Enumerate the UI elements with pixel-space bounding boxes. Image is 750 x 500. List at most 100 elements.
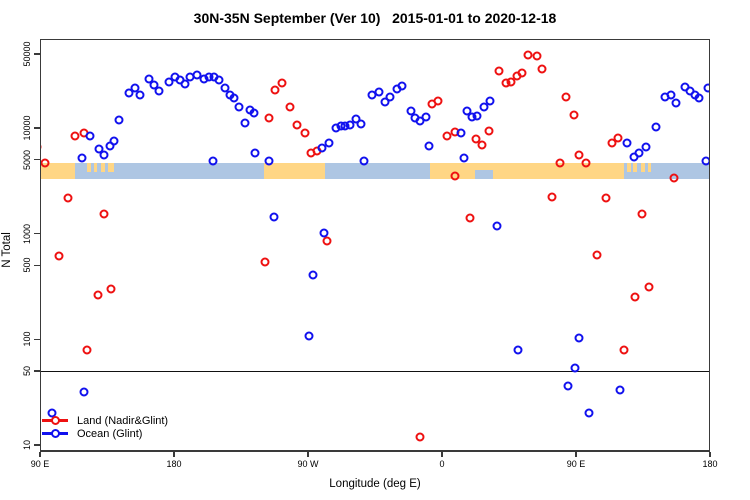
x-axis-label: Longitude (deg E) bbox=[329, 478, 421, 490]
data-point-land bbox=[494, 66, 504, 76]
island-speck bbox=[648, 162, 652, 172]
x-tick bbox=[307, 452, 309, 457]
data-point-land bbox=[322, 236, 332, 246]
data-point-land bbox=[450, 171, 460, 181]
island-speck bbox=[86, 162, 91, 172]
x-tick-label: 0 bbox=[439, 459, 445, 469]
data-point-ocean bbox=[249, 108, 259, 118]
data-point-land bbox=[40, 158, 50, 168]
data-point-land bbox=[484, 126, 494, 136]
data-point-ocean bbox=[99, 150, 109, 160]
data-point-land bbox=[40, 142, 42, 152]
data-point-land bbox=[537, 64, 547, 74]
data-point-ocean bbox=[250, 148, 260, 158]
reference-line-50 bbox=[40, 371, 710, 373]
data-point-ocean bbox=[374, 87, 384, 97]
legend-label-ocean: Ocean (Glint) bbox=[77, 427, 143, 440]
data-point-ocean bbox=[308, 270, 318, 280]
data-point-land bbox=[433, 96, 443, 106]
data-point-ocean bbox=[694, 93, 704, 103]
data-point-ocean bbox=[234, 102, 244, 112]
data-point-ocean bbox=[703, 83, 710, 93]
data-point-ocean bbox=[208, 156, 218, 166]
data-point-ocean bbox=[164, 77, 174, 87]
data-point-land bbox=[506, 77, 516, 87]
data-point-ocean bbox=[180, 79, 190, 89]
island-speck bbox=[633, 162, 638, 172]
y-tick-label: 500 bbox=[22, 257, 32, 273]
data-point-land bbox=[260, 257, 270, 267]
y-tick-label: 10000 bbox=[22, 115, 32, 141]
data-point-ocean bbox=[317, 143, 327, 153]
data-point-ocean bbox=[574, 333, 584, 343]
plot-area bbox=[40, 39, 710, 452]
data-point-ocean bbox=[584, 408, 594, 418]
data-point-ocean bbox=[622, 138, 632, 148]
data-point-land bbox=[592, 250, 602, 260]
x-tick bbox=[441, 452, 443, 457]
island-speck bbox=[640, 162, 646, 172]
data-point-land bbox=[523, 50, 533, 60]
data-point-land bbox=[669, 173, 679, 183]
x-tick-label: 180 bbox=[702, 459, 718, 469]
data-point-ocean bbox=[79, 387, 89, 397]
y-tick bbox=[34, 370, 40, 372]
data-point-land bbox=[70, 131, 80, 141]
legend-label-land: Land (Nadir&Glint) bbox=[77, 414, 169, 427]
data-point-land bbox=[477, 140, 487, 150]
y-tick-label: 50 bbox=[22, 366, 32, 377]
data-point-ocean bbox=[472, 111, 482, 120]
land-segment bbox=[264, 162, 326, 179]
island-speck bbox=[94, 162, 98, 172]
data-point-ocean bbox=[114, 115, 124, 125]
ocean-marker-icon bbox=[42, 429, 68, 438]
legend-item-ocean: Ocean (Glint) bbox=[42, 427, 168, 440]
surface-band bbox=[40, 162, 710, 179]
y-tick bbox=[34, 127, 40, 129]
data-point-ocean bbox=[666, 90, 676, 99]
x-tick bbox=[709, 452, 711, 457]
data-point-land bbox=[517, 68, 527, 78]
data-point-ocean bbox=[641, 142, 651, 152]
data-point-ocean bbox=[701, 156, 710, 166]
x-tick-label: 90 W bbox=[297, 459, 319, 469]
data-point-land bbox=[574, 150, 584, 160]
data-point-land bbox=[292, 120, 302, 130]
data-point-ocean bbox=[40, 333, 41, 343]
data-point-land bbox=[99, 209, 109, 219]
data-point-land bbox=[601, 193, 611, 203]
x-tick-label: 180 bbox=[166, 459, 182, 469]
land-segment bbox=[40, 162, 75, 179]
data-point-land bbox=[555, 158, 565, 168]
y-tick bbox=[34, 53, 40, 55]
data-point-ocean bbox=[563, 381, 573, 391]
data-point-ocean bbox=[385, 92, 395, 102]
data-point-land bbox=[619, 345, 629, 355]
data-point-ocean bbox=[513, 345, 523, 355]
y-tick-label: 100 bbox=[22, 331, 32, 347]
legend-item-land: Land (Nadir&Glint) bbox=[42, 414, 168, 427]
y-tick bbox=[34, 444, 40, 446]
data-point-land bbox=[106, 284, 116, 294]
data-point-land bbox=[442, 131, 452, 141]
data-point-ocean bbox=[485, 96, 495, 106]
data-point-ocean bbox=[264, 156, 274, 166]
y-tick-label: 10 bbox=[22, 439, 32, 451]
ocean-notch bbox=[474, 170, 493, 179]
data-point-ocean bbox=[356, 119, 366, 129]
data-point-ocean bbox=[415, 116, 425, 126]
data-point-ocean bbox=[94, 144, 104, 154]
data-point-ocean bbox=[220, 83, 230, 93]
data-point-ocean bbox=[345, 120, 355, 130]
data-point-land bbox=[607, 138, 617, 148]
data-point-ocean bbox=[124, 88, 134, 98]
data-point-land bbox=[465, 213, 475, 223]
data-point-land bbox=[300, 128, 310, 138]
data-point-ocean bbox=[651, 122, 661, 132]
data-point-land bbox=[637, 209, 646, 219]
y-tick-label: 50000 bbox=[22, 41, 32, 67]
y-tick bbox=[34, 159, 40, 161]
data-point-ocean bbox=[149, 80, 159, 90]
data-point-ocean bbox=[479, 102, 489, 112]
